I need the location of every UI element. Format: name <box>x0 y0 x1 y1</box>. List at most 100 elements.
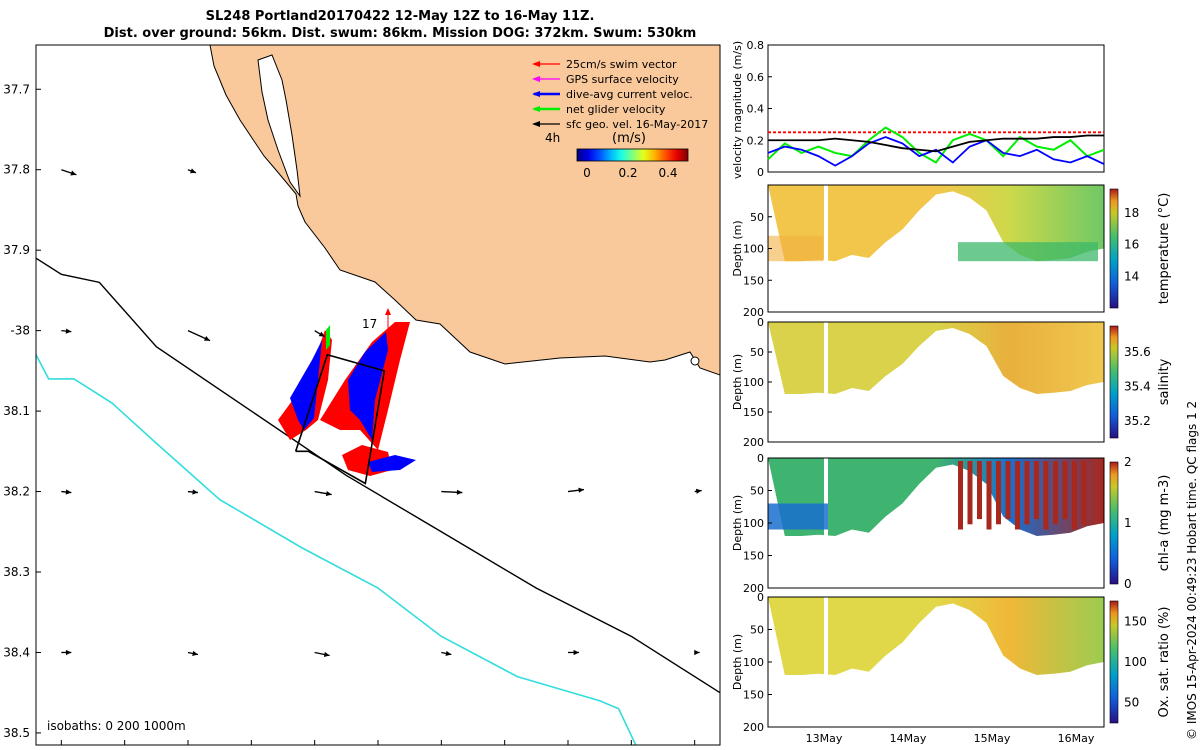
geo-velocity-arrow-4 <box>314 330 326 338</box>
legend-arrowhead-4 <box>532 121 540 127</box>
coastline-land <box>209 45 720 376</box>
oxygen-section-colorbar-tick-2: 150 <box>1124 614 1147 628</box>
temperature-section-y-tick-label-2: 150 <box>743 274 764 287</box>
legend-label-3: net glider velocity <box>566 103 666 116</box>
salinity-section-colorbar-tick-2: 35.6 <box>1124 345 1151 359</box>
oxygen-section-y-tick-label-0: 0 <box>757 591 764 604</box>
map-y-tick-label-3: -38 <box>10 324 30 338</box>
chl-high-column-6 <box>1015 461 1020 530</box>
chl-high-column-12 <box>1072 461 1077 530</box>
date-tick-label-3: 16May <box>1058 732 1095 745</box>
geo-velocity-arrows <box>61 168 702 657</box>
legend-arrowhead-0 <box>532 61 540 67</box>
temperature-section-colorbar-tick-0: 14 <box>1124 269 1139 283</box>
colorbar-tick-0: 0 <box>583 166 591 180</box>
chart-title-line-1: SL248 Portland20170422 12-May 12Z to 16-… <box>205 9 595 24</box>
velocity-series-line-3 <box>768 134 1104 153</box>
map-y-tick-label-0: 37.7 <box>3 82 30 96</box>
oxygen-section-y-tick-label-2: 100 <box>743 656 764 669</box>
geo-velocity-arrow-16 <box>694 649 700 656</box>
geo-velocity-arrow-7 <box>314 490 332 497</box>
oxygen-section-y-tick-label-3: 150 <box>743 689 764 702</box>
isobath-1000m-line <box>36 354 637 745</box>
legend-arrowhead-2 <box>532 91 540 97</box>
colorbar-title: (m/s) <box>612 131 646 146</box>
salinity-section-section-fill <box>768 322 1104 394</box>
temperature-section-y-axis-label: Depth (m) <box>731 220 744 276</box>
legend-label-0: 25cm/s swim vector <box>566 58 677 71</box>
legend-arrowhead-3 <box>532 106 540 112</box>
net-glider-mark <box>326 325 330 350</box>
velocity-y-tick-label-3: 0.6 <box>747 71 765 84</box>
oxygen-section-section-fill <box>768 597 1104 675</box>
speed-colorbar <box>576 148 689 162</box>
salinity-section-colorbar-label: salinity <box>1157 358 1172 405</box>
oxygen-section-y-axis-label: Depth (m) <box>731 634 744 690</box>
chl-high-column-11 <box>1062 461 1068 520</box>
date-tick-label-1: 14May <box>890 732 927 745</box>
chl-high-column-7 <box>1024 461 1030 525</box>
geo-velocity-arrow-15 <box>568 649 579 656</box>
oxygen-section-colorbar-label: Ox. sat. ratio (%) <box>1157 607 1172 718</box>
chl-high-column-13 <box>1081 461 1087 525</box>
map-legend: 25cm/s swim vector GPS surface velocity di… <box>532 58 708 180</box>
dive-avg-fan-2 <box>348 332 388 440</box>
salinity-section-y-tick-label-1: 50 <box>750 346 764 359</box>
date-tick-label-2: 15May <box>974 732 1011 745</box>
geo-velocity-arrow-9 <box>567 487 585 493</box>
geo-velocity-arrow-0 <box>61 169 77 176</box>
oxygen-section-colorbar-tick-1: 100 <box>1124 655 1147 669</box>
velocity-y-tick-label-4: 0.8 <box>747 39 765 52</box>
salinity-section-colorbar-tick-0: 35.2 <box>1124 414 1151 428</box>
glider-track-map: 17140140.1140.2140.3140.4140.5140.6140.7… <box>3 44 721 750</box>
geo-velocity-arrow-11 <box>61 649 72 656</box>
chlorophyll-section-colorbar-tick-2: 2 <box>1124 455 1132 469</box>
temperature-section-colorbar-tick-2: 18 <box>1124 206 1139 220</box>
chl-deep-low-band <box>768 503 828 530</box>
imos-caption: © IMOS 15-Apr-2024 00:49:23 Hobart time.… <box>1185 400 1199 740</box>
oxygen-section-y-tick-label-1: 50 <box>750 624 764 637</box>
geo-velocity-arrow-12 <box>187 650 199 656</box>
geo-velocity-arrow-1 <box>187 168 197 174</box>
temperature-section-colorbar-label: temperature (°C) <box>1157 193 1172 305</box>
velocity-y-tick-label-2: 0.4 <box>747 103 765 116</box>
chl-high-column-5 <box>1005 461 1011 520</box>
chl-high-column-9 <box>1043 461 1049 530</box>
velocity-y-axis-label: velocity magnitude (m/s) <box>731 41 744 179</box>
temperature-section-colorbar <box>1109 188 1119 309</box>
temperature-section-y-tick-label-1: 100 <box>743 243 764 256</box>
chlorophyll-section-y-tick-label-3: 150 <box>743 550 764 563</box>
dive-avg-fan-3 <box>368 455 416 472</box>
map-y-tick-label-1: 37.8 <box>3 163 30 177</box>
legend-label-4: sfc geo. vel. 16-May-2017 <box>566 118 708 131</box>
map-y-tick-label-4: 38.1 <box>3 404 30 418</box>
track-position-label: 17 <box>362 317 377 331</box>
legend-time-label: 4h <box>545 131 560 145</box>
coastal-lake <box>257 54 301 198</box>
chlorophyll-section-colorbar-tick-1: 1 <box>1124 516 1132 530</box>
map-y-tick-label-7: 38.4 <box>3 645 30 659</box>
chl-high-column-4 <box>996 461 1001 525</box>
map-y-tick-label-5: 38.2 <box>3 485 30 499</box>
chlorophyll-section-colorbar-label: chl-a (mg m-3) <box>1157 475 1172 572</box>
legend-label-2: dive-avg current veloc. <box>566 88 693 101</box>
salinity-section-data-gap <box>824 322 828 394</box>
dive-avg-fan-1 <box>290 340 322 430</box>
geo-velocity-arrow-10 <box>694 488 702 494</box>
oxygen-section-data-gap <box>824 597 828 675</box>
date-tick-label-0: 13May <box>806 732 843 745</box>
chlorophyll-section-colorbar <box>1109 461 1119 585</box>
salinity-section-y-tick-label-3: 150 <box>743 406 764 419</box>
oxygen-section-colorbar <box>1109 600 1119 724</box>
chl-high-column-0 <box>958 461 963 530</box>
temperature-section-y-tick-label-0: 50 <box>750 211 764 224</box>
chlorophyll-section-y-tick-label-0: 0 <box>757 452 764 465</box>
colorbar-tick-1: 0.2 <box>618 166 637 180</box>
map-y-tick-label-8: 38.5 <box>3 726 30 740</box>
oxygen-section-panel: 0 50 100 150 200 Depth (m) 50 100 150 Ox. sat. ra… <box>731 591 1172 734</box>
geo-velocity-arrow-8 <box>441 489 463 495</box>
harbour-marker <box>690 356 700 366</box>
salinity-section-y-tick-label-2: 100 <box>743 376 764 389</box>
glider-track-line <box>294 353 386 485</box>
